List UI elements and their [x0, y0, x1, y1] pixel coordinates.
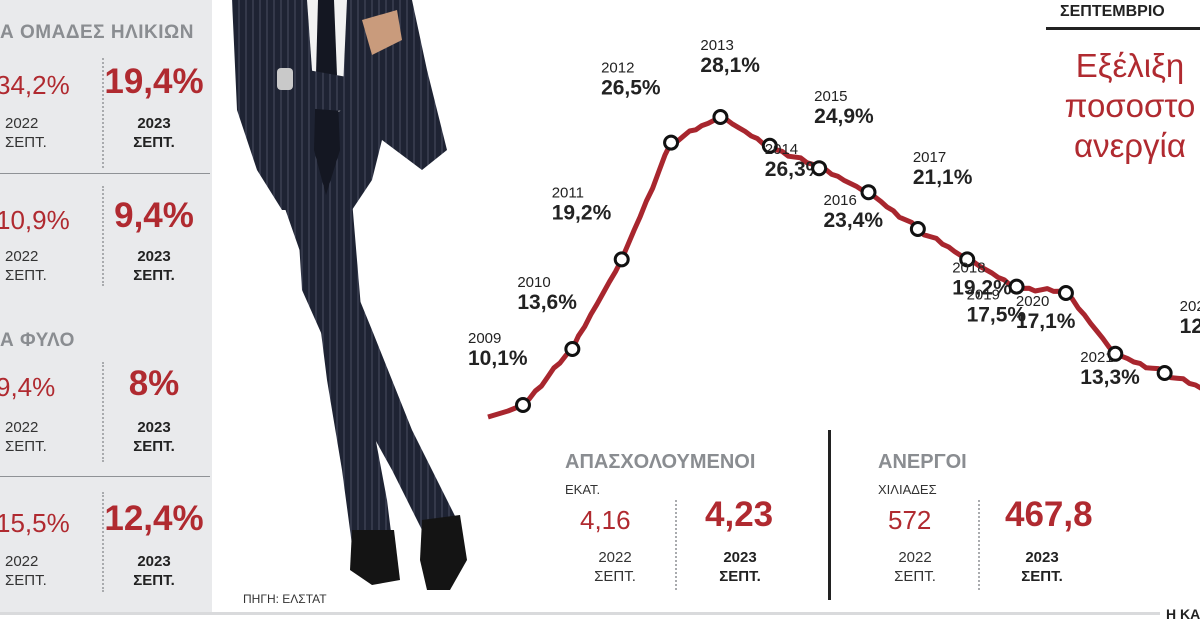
employed-2022-label: 2022 ΣΕΠΤ.: [594, 549, 636, 585]
value-label-2020: 17,1%: [1016, 310, 1076, 333]
unemployed-2022-value: 572: [888, 505, 932, 535]
age-group-2-2022-value: 10,9%: [0, 205, 70, 235]
unemployed-2022-label: 2022 ΣΕΠΤ.: [894, 549, 936, 585]
unemployed-unit: ΧΙΛΙΑΔΕΣ: [878, 482, 937, 497]
label-2022: 2022 ΣΕΠΤ.: [5, 553, 47, 589]
value-label-2011: 19,2%: [552, 201, 612, 224]
divider: [102, 186, 104, 286]
data-point-2015: [811, 160, 828, 177]
label-2023: 2023 ΣΕΠΤ.: [133, 115, 175, 151]
divider: [0, 173, 210, 174]
divider: [1046, 27, 1200, 30]
value-label-2017: 21,1%: [913, 166, 973, 189]
unemployed-2023-value: 467,8: [1005, 495, 1093, 534]
data-point-2009: [515, 397, 531, 413]
divider: [102, 362, 104, 462]
data-point-2013: [712, 109, 729, 125]
label-2023: 2023 ΣΕΠΤ.: [133, 248, 175, 284]
breakdown-panel: Α ΟΜΑΔΕΣ ΗΛΙΚΙΩΝ Α ΦΥΛΟ 34,2% 19,4% 2022…: [0, 0, 212, 615]
month-label: ΣΕΠΤΕΜΒΡΙΟ: [1060, 3, 1165, 20]
data-point-2022: [1156, 365, 1173, 381]
label-2023: 2023 ΣΕΠΤ.: [133, 553, 175, 589]
label-2022: 2022 ΣΕΠΤ.: [5, 248, 47, 284]
data-point-2020: [1057, 285, 1074, 301]
data-point-2011: [613, 251, 630, 268]
value-label-2013: 28,1%: [700, 54, 760, 77]
year-label-2010: 2010: [517, 274, 550, 291]
data-point-2021: [1107, 345, 1124, 362]
employed-2023-value: 4,23: [705, 495, 774, 534]
gender-2-2022-value: 15,5%: [0, 508, 70, 538]
year-label-2015: 2015: [814, 88, 847, 105]
publisher-credit: Η ΚΑ: [1166, 606, 1200, 622]
data-point-2010: [564, 341, 581, 357]
value-label-2015: 24,9%: [814, 105, 874, 128]
divider: [978, 500, 980, 590]
data-point-2014: [761, 137, 778, 154]
year-label-2009: 2009: [468, 330, 501, 347]
year-label-2012: 2012: [601, 60, 634, 77]
year-label-2021: 2021: [1080, 349, 1113, 366]
value-label-2012: 26,5%: [601, 77, 661, 100]
employed-unit: ΕΚΑΤ.: [565, 482, 601, 497]
value-label-2009: 10,1%: [468, 347, 528, 370]
value-label-2014: 26,3%: [765, 158, 825, 181]
divider: [0, 476, 210, 477]
chart-title: Εξέλιξη ποσοστο ανεργία: [1064, 47, 1196, 164]
year-label-2018: 2018: [952, 259, 985, 276]
year-label-2014: 2014: [765, 141, 798, 158]
label-2022: 2022 ΣΕΠΤ.: [5, 115, 47, 151]
year-label-2011: 2011: [552, 184, 584, 201]
year-label-2013: 2013: [700, 37, 733, 54]
data-point-2018: [959, 251, 976, 268]
footer-rule: [0, 612, 1160, 615]
value-label-2016: 23,4%: [824, 209, 884, 232]
value-label-2022: 12,: [1180, 315, 1200, 338]
employed-2022-value: 4,16: [580, 505, 631, 535]
data-point-2012: [663, 134, 680, 151]
year-label-2019: 2019: [967, 287, 1000, 304]
divider: [828, 430, 831, 600]
age-group-2-2023-value: 9,4%: [114, 196, 194, 235]
gender-1-2023-value: 8%: [128, 364, 180, 403]
age-group-1-2023-value: 19,4%: [104, 62, 204, 101]
data-point-2019: [1008, 278, 1025, 295]
year-label-2016: 2016: [824, 192, 857, 209]
gender-2-2023-value: 12,4%: [104, 499, 204, 538]
value-label-2021: 13,3%: [1080, 366, 1140, 389]
data-point-2016: [860, 184, 877, 201]
employed-2023-label: 2023 ΣΕΠΤ.: [719, 549, 761, 585]
age-groups-header: Α ΟΜΑΔΕΣ ΗΛΙΚΙΩΝ: [0, 22, 194, 43]
gender-header: Α ΦΥΛΟ: [0, 330, 75, 351]
gender-1-2022-value: 9,4%: [0, 372, 56, 402]
label-2022: 2022 ΣΕΠΤ.: [5, 419, 47, 455]
data-point-2017: [909, 221, 926, 237]
source-note: ΠΗΓΗ: ΕΛΣΤΑΤ: [243, 592, 327, 606]
divider: [102, 58, 104, 168]
value-label-2010: 13,6%: [517, 291, 577, 314]
age-group-1-2022-value: 34,2%: [0, 70, 70, 100]
man-in-suit-illustration: [232, 0, 467, 590]
year-label-2022: 202: [1180, 298, 1200, 315]
unemployed-2023-label: 2023 ΣΕΠΤ.: [1021, 549, 1063, 585]
unemployed-title: ΑΝΕΡΓΟΙ: [878, 451, 967, 473]
year-label-2020: 2020: [1016, 293, 1049, 310]
employed-title: ΑΠΑΣΧΟΛΟΥΜΕΝΟΙ: [565, 451, 756, 473]
value-label-2019: 17,5%: [967, 304, 1027, 327]
divider: [102, 492, 104, 592]
value-label-2018: 19,2%: [952, 276, 1012, 299]
label-2023: 2023 ΣΕΠΤ.: [133, 419, 175, 455]
divider: [675, 500, 677, 590]
year-label-2017: 2017: [913, 149, 946, 166]
